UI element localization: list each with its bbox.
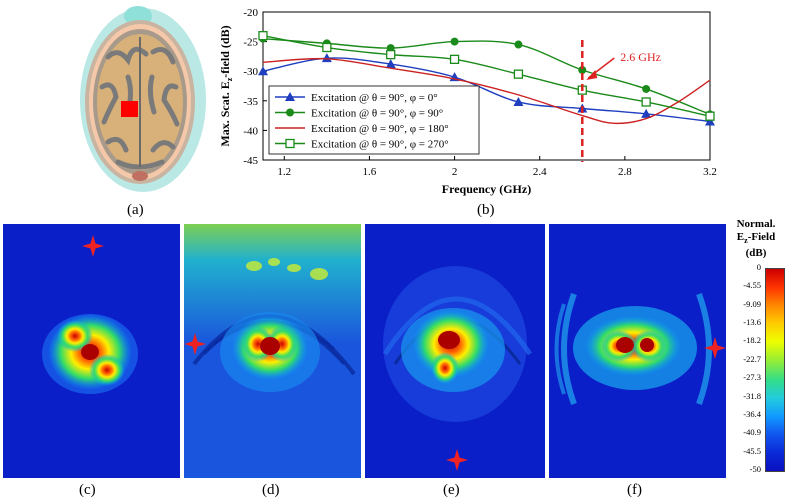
x-tick-label: 2 xyxy=(452,166,458,178)
series-3 xyxy=(258,31,715,121)
source-star xyxy=(82,235,104,257)
panel-label-a: (a) xyxy=(127,202,144,218)
panel-label-d: (d) xyxy=(262,482,280,498)
brain-model-svg xyxy=(80,6,206,192)
y-tick-label: -20 xyxy=(243,7,258,19)
data-point-circle xyxy=(642,84,651,93)
series-line xyxy=(262,57,711,125)
series-line xyxy=(262,37,711,116)
data-point-square xyxy=(285,138,295,149)
source-star xyxy=(704,337,726,359)
data-point-triangle xyxy=(321,53,332,63)
colorbar-tick-label: -31.8 xyxy=(743,390,761,401)
x-tick-label: 1.2 xyxy=(277,166,291,178)
colorbar-tick-label: -36.4 xyxy=(743,408,761,419)
data-point-triangle xyxy=(285,92,295,101)
series-line xyxy=(262,34,711,117)
chart-legend: Excitation @ θ = 90°, φ = 0° Excitation @… xyxy=(268,85,480,155)
source-star xyxy=(184,333,206,355)
x-tick-label: 3.2 xyxy=(703,166,717,178)
y-tick-label: -40 xyxy=(243,125,258,137)
colorbar-tick-label: -27.3 xyxy=(743,372,761,383)
data-point-square xyxy=(258,31,268,41)
data-point-square xyxy=(513,69,524,79)
series-line xyxy=(262,57,711,123)
legend-label: Excitation @ θ = 90°, φ = 0° xyxy=(311,92,438,104)
data-point-square xyxy=(641,97,651,107)
colorbar-tick-label: -40.9 xyxy=(743,427,761,438)
annotation-label: 2.6 GHz xyxy=(620,50,661,64)
data-point-circle xyxy=(578,66,587,75)
colorbar-title-line3: (dB) xyxy=(745,247,767,260)
data-point-square xyxy=(386,49,396,60)
colorbar-tick-label: 0 xyxy=(756,262,761,272)
y-axis-label: Max. Scat. Ez-field (dB) xyxy=(218,25,234,146)
colorbar-tick-label: -50 xyxy=(749,464,761,474)
colorbar-gradient xyxy=(765,268,785,472)
plot-frame xyxy=(262,11,711,161)
colorbar-tick-label: -18.2 xyxy=(743,335,761,346)
y-tick-label: -25 xyxy=(243,37,258,49)
series-0 xyxy=(258,53,715,126)
data-point-triangle xyxy=(258,66,268,76)
data-point-triangle xyxy=(641,108,652,118)
data-point-square xyxy=(449,54,460,65)
target-region xyxy=(121,101,138,117)
chart-series xyxy=(258,31,715,126)
data-point-triangle xyxy=(705,116,715,126)
colorbar-title: Normal. Ez-Field (dB) xyxy=(728,218,784,260)
legend-label: Excitation @ θ = 90°, φ = 180° xyxy=(311,123,449,135)
brainstem xyxy=(132,171,148,181)
series-2 xyxy=(262,57,711,125)
colorbar-tick-label: -4.55 xyxy=(743,280,761,291)
brain-model-figure xyxy=(78,2,208,198)
data-point-square xyxy=(705,111,715,121)
data-point-square xyxy=(322,42,332,53)
field-map-c xyxy=(3,224,180,478)
colorbar-tick-label: -45.5 xyxy=(743,445,761,456)
legend-label: Excitation @ θ = 90°, φ = 90° xyxy=(311,108,443,120)
legend-entry-1: Excitation @ θ = 90°, φ = 90° xyxy=(275,108,443,120)
panel-label-f: (f) xyxy=(627,482,642,498)
legend-entry-2: Excitation @ θ = 90°, φ = 180° xyxy=(275,123,449,135)
legend-entry-0: Excitation @ θ = 90°, φ = 0° xyxy=(275,92,438,104)
data-point-triangle xyxy=(385,59,396,69)
data-point-circle xyxy=(286,108,294,117)
data-point-circle xyxy=(450,37,459,46)
x-axis-label: Frequency (GHz) xyxy=(442,182,531,196)
data-point-triangle xyxy=(513,96,524,106)
y-tick-label: -45 xyxy=(243,155,258,167)
colorbar-tick-label: -22.7 xyxy=(743,353,761,364)
chart-annotation: 2.6 GHz xyxy=(581,40,661,162)
panel-label-e: (e) xyxy=(443,482,460,498)
y-tick-label: -30 xyxy=(243,66,258,78)
scattered-field-chart: 1.2 1.6 2 2.4 2.8 3.2 -45 -40 -35 -30 -25 -20 Freque… xyxy=(218,7,717,196)
x-tick-label: 2.8 xyxy=(618,166,632,178)
x-tick-label: 2.4 xyxy=(533,166,547,178)
field-map-d xyxy=(184,224,361,478)
panel-label-b: (b) xyxy=(477,202,495,218)
colorbar-title-line2: Ez-Field xyxy=(736,231,776,246)
colorbar-tick-label: -9.09 xyxy=(743,298,761,309)
y-tick-label: -35 xyxy=(243,96,258,108)
legend-entry-3: Excitation @ θ = 90°, φ = 270° xyxy=(275,139,449,151)
field-map-f xyxy=(549,224,726,478)
legend-label: Excitation @ θ = 90°, φ = 270° xyxy=(311,139,449,151)
chart-axes: 1.2 1.6 2 2.4 2.8 3.2 -45 -40 -35 -30 -25 -20 Freque… xyxy=(218,7,717,196)
colorbar-tick-label: -13.6 xyxy=(743,317,761,328)
colorbar-title-line1: Normal. xyxy=(736,218,776,230)
data-point-circle xyxy=(514,40,523,49)
source-star xyxy=(446,449,468,471)
annotation-arrowhead xyxy=(586,70,598,80)
x-tick-label: 1.6 xyxy=(363,166,377,178)
panel-label-c: (c) xyxy=(79,482,96,498)
field-map-e xyxy=(365,224,545,478)
